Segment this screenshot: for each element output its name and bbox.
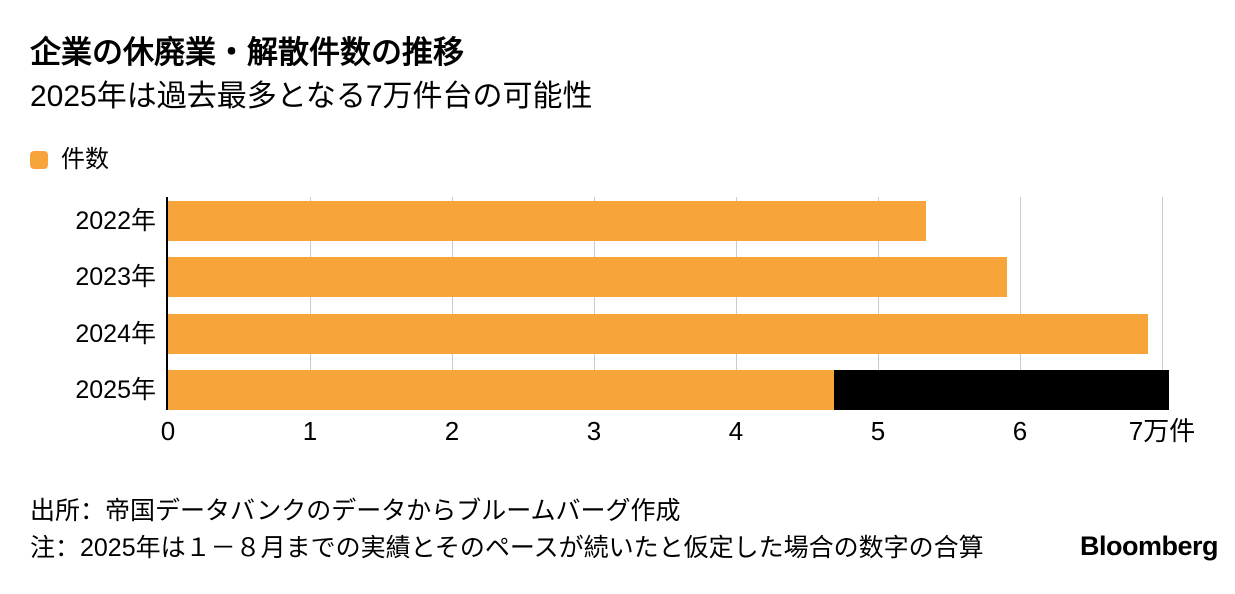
x-tick-label: 3 bbox=[586, 416, 602, 446]
grid-line bbox=[451, 197, 453, 410]
grid-line bbox=[1161, 197, 1163, 410]
bloomberg-logo: Bloomberg bbox=[1079, 531, 1219, 561]
grid-line bbox=[309, 197, 311, 410]
category-label: 2024年 bbox=[75, 320, 156, 348]
grid-line bbox=[877, 197, 879, 410]
category-label: 2023年 bbox=[75, 263, 156, 291]
x-tick-label: 4 bbox=[728, 416, 744, 446]
x-tick-label: 1 bbox=[302, 416, 318, 446]
x-tick-label: 6 bbox=[1012, 416, 1028, 446]
source-note: 出所：帝国データバンクのデータからブルームバーグ作成 bbox=[30, 497, 681, 525]
bar-row bbox=[168, 201, 927, 241]
grid-line bbox=[1019, 197, 1021, 410]
chart-subtitle: 2025年は過去最多となる7万件台の可能性 bbox=[30, 80, 593, 113]
grid-line bbox=[593, 197, 595, 410]
category-label: 2022年 bbox=[75, 207, 156, 235]
legend-label: 件数 bbox=[61, 146, 109, 173]
chart-title: 企業の休廃業・解散件数の推移 bbox=[30, 35, 464, 70]
bar-row bbox=[168, 257, 1008, 297]
x-tick-label: 5 bbox=[870, 416, 886, 446]
bar-segment bbox=[168, 201, 927, 241]
bar-row bbox=[168, 370, 1170, 410]
bar-segment bbox=[168, 314, 1148, 354]
bar-row bbox=[168, 314, 1148, 354]
x-tick-label: 7万件 bbox=[1128, 416, 1196, 446]
grid-line bbox=[735, 197, 737, 410]
methodology-note: 注：2025年は１－８月までの実績とそのペースが続いたと仮定した場合の数字の合算 bbox=[30, 534, 984, 562]
bar-segment bbox=[168, 257, 1008, 297]
category-label: 2025年 bbox=[75, 376, 156, 404]
x-tick-label: 0 bbox=[160, 416, 176, 446]
y-axis-line bbox=[166, 197, 168, 410]
legend-swatch-icon bbox=[30, 151, 48, 169]
bar-segment bbox=[833, 370, 1170, 410]
x-tick-label: 2 bbox=[444, 416, 460, 446]
chart-legend: 件数 bbox=[30, 146, 109, 173]
bar-segment bbox=[168, 370, 834, 410]
